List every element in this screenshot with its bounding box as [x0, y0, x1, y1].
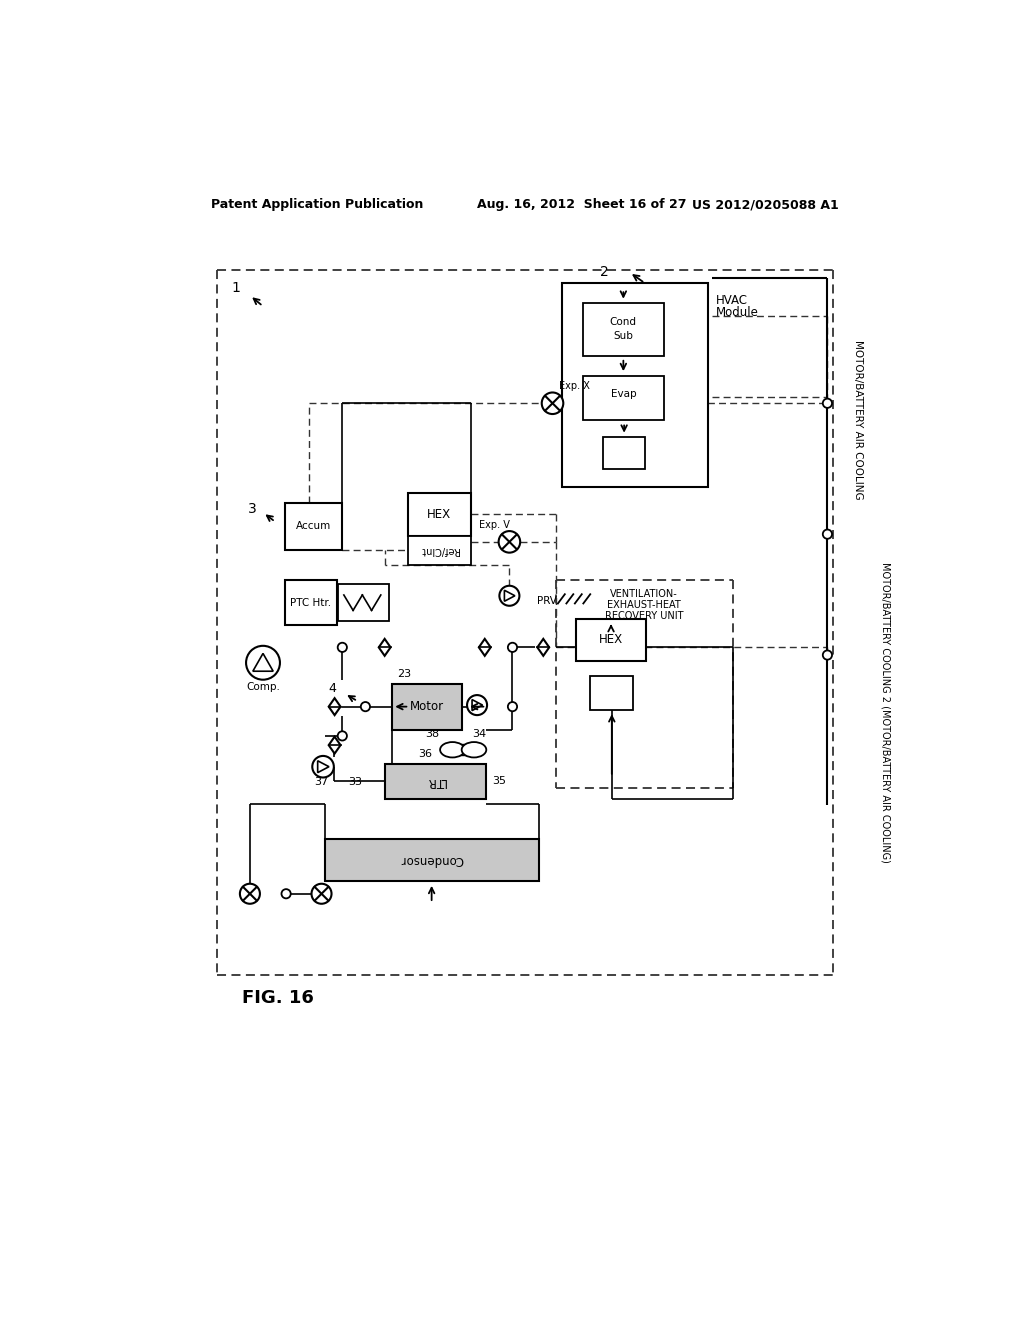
Ellipse shape [440, 742, 465, 758]
Polygon shape [317, 760, 329, 772]
Polygon shape [472, 700, 482, 710]
Text: Aug. 16, 2012  Sheet 16 of 27: Aug. 16, 2012 Sheet 16 of 27 [477, 198, 686, 211]
Text: EXHAUST-HEAT: EXHAUST-HEAT [607, 601, 681, 610]
Text: 35: 35 [493, 776, 507, 787]
Bar [562, 284, 708, 487]
Circle shape [823, 529, 833, 539]
Ellipse shape [462, 742, 486, 758]
Text: US 2012/0205088 A1: US 2012/0205088 A1 [692, 198, 839, 211]
Bar [325, 840, 539, 882]
Polygon shape [479, 639, 490, 656]
Text: 34: 34 [472, 730, 486, 739]
Bar [584, 304, 665, 355]
Polygon shape [505, 590, 515, 602]
Circle shape [508, 643, 517, 652]
Text: Exp. X: Exp. X [559, 381, 590, 391]
Text: HEX: HEX [427, 508, 452, 520]
Circle shape [312, 756, 334, 777]
Bar [584, 376, 665, 420]
Circle shape [499, 531, 520, 553]
Text: 1: 1 [231, 281, 241, 294]
Text: RECOVERY UNIT: RECOVERY UNIT [605, 611, 683, 620]
Circle shape [282, 890, 291, 899]
Text: 2: 2 [600, 265, 608, 280]
Bar [603, 437, 645, 470]
Circle shape [500, 586, 519, 606]
Polygon shape [329, 737, 341, 754]
Circle shape [823, 651, 833, 660]
Text: 4: 4 [329, 681, 336, 694]
Text: Patent Application Publication: Patent Application Publication [211, 198, 424, 211]
Circle shape [338, 643, 347, 652]
Text: PTC Htr.: PTC Htr. [290, 598, 332, 607]
Circle shape [467, 696, 487, 715]
Text: HVAC: HVAC [716, 293, 748, 306]
Text: VENTILATION-: VENTILATION- [610, 589, 678, 599]
Bar [575, 619, 646, 661]
Bar [285, 503, 342, 549]
Circle shape [823, 399, 833, 408]
Text: 23: 23 [397, 669, 411, 680]
Polygon shape [379, 639, 390, 656]
Text: Evap: Evap [610, 389, 636, 399]
Text: 33: 33 [348, 777, 362, 787]
Text: Comp.: Comp. [246, 682, 280, 693]
Bar [590, 676, 634, 710]
Text: Module: Module [716, 306, 759, 319]
Bar [339, 585, 388, 622]
Circle shape [360, 702, 370, 711]
Circle shape [338, 731, 347, 741]
Text: 38: 38 [425, 730, 439, 739]
Text: FIG. 16: FIG. 16 [243, 989, 314, 1007]
Text: 36: 36 [419, 748, 432, 759]
Bar [408, 536, 471, 565]
Bar [408, 494, 471, 536]
Text: Condensor: Condensor [400, 853, 463, 866]
Polygon shape [538, 639, 549, 656]
Circle shape [240, 884, 260, 904]
Bar [385, 763, 486, 799]
Circle shape [246, 645, 280, 680]
Text: Accum: Accum [296, 521, 331, 532]
Text: Sub: Sub [613, 331, 633, 342]
Polygon shape [253, 653, 273, 671]
Circle shape [311, 884, 332, 904]
Text: 37: 37 [314, 777, 329, 787]
Bar [392, 684, 462, 730]
Polygon shape [329, 698, 341, 715]
Circle shape [508, 702, 517, 711]
Text: HEX: HEX [599, 634, 623, 647]
Text: Motor: Motor [410, 700, 444, 713]
Text: PRV: PRV [538, 597, 557, 606]
Text: Cond: Cond [610, 317, 637, 327]
Text: LTR: LTR [425, 775, 445, 788]
Text: Ref/Clnt: Ref/Clnt [420, 545, 459, 556]
Circle shape [542, 392, 563, 414]
Text: Exp. V: Exp. V [478, 520, 509, 529]
Text: MOTOR/BATTERY COOLING 2 (MOTOR/BATTERY AIR COOLING): MOTOR/BATTERY COOLING 2 (MOTOR/BATTERY A… [881, 562, 890, 863]
Text: 3: 3 [248, 502, 257, 516]
Bar [457, 744, 469, 755]
Text: MOTOR/BATTERY AIR COOLING: MOTOR/BATTERY AIR COOLING [853, 341, 863, 500]
Bar [285, 581, 337, 626]
